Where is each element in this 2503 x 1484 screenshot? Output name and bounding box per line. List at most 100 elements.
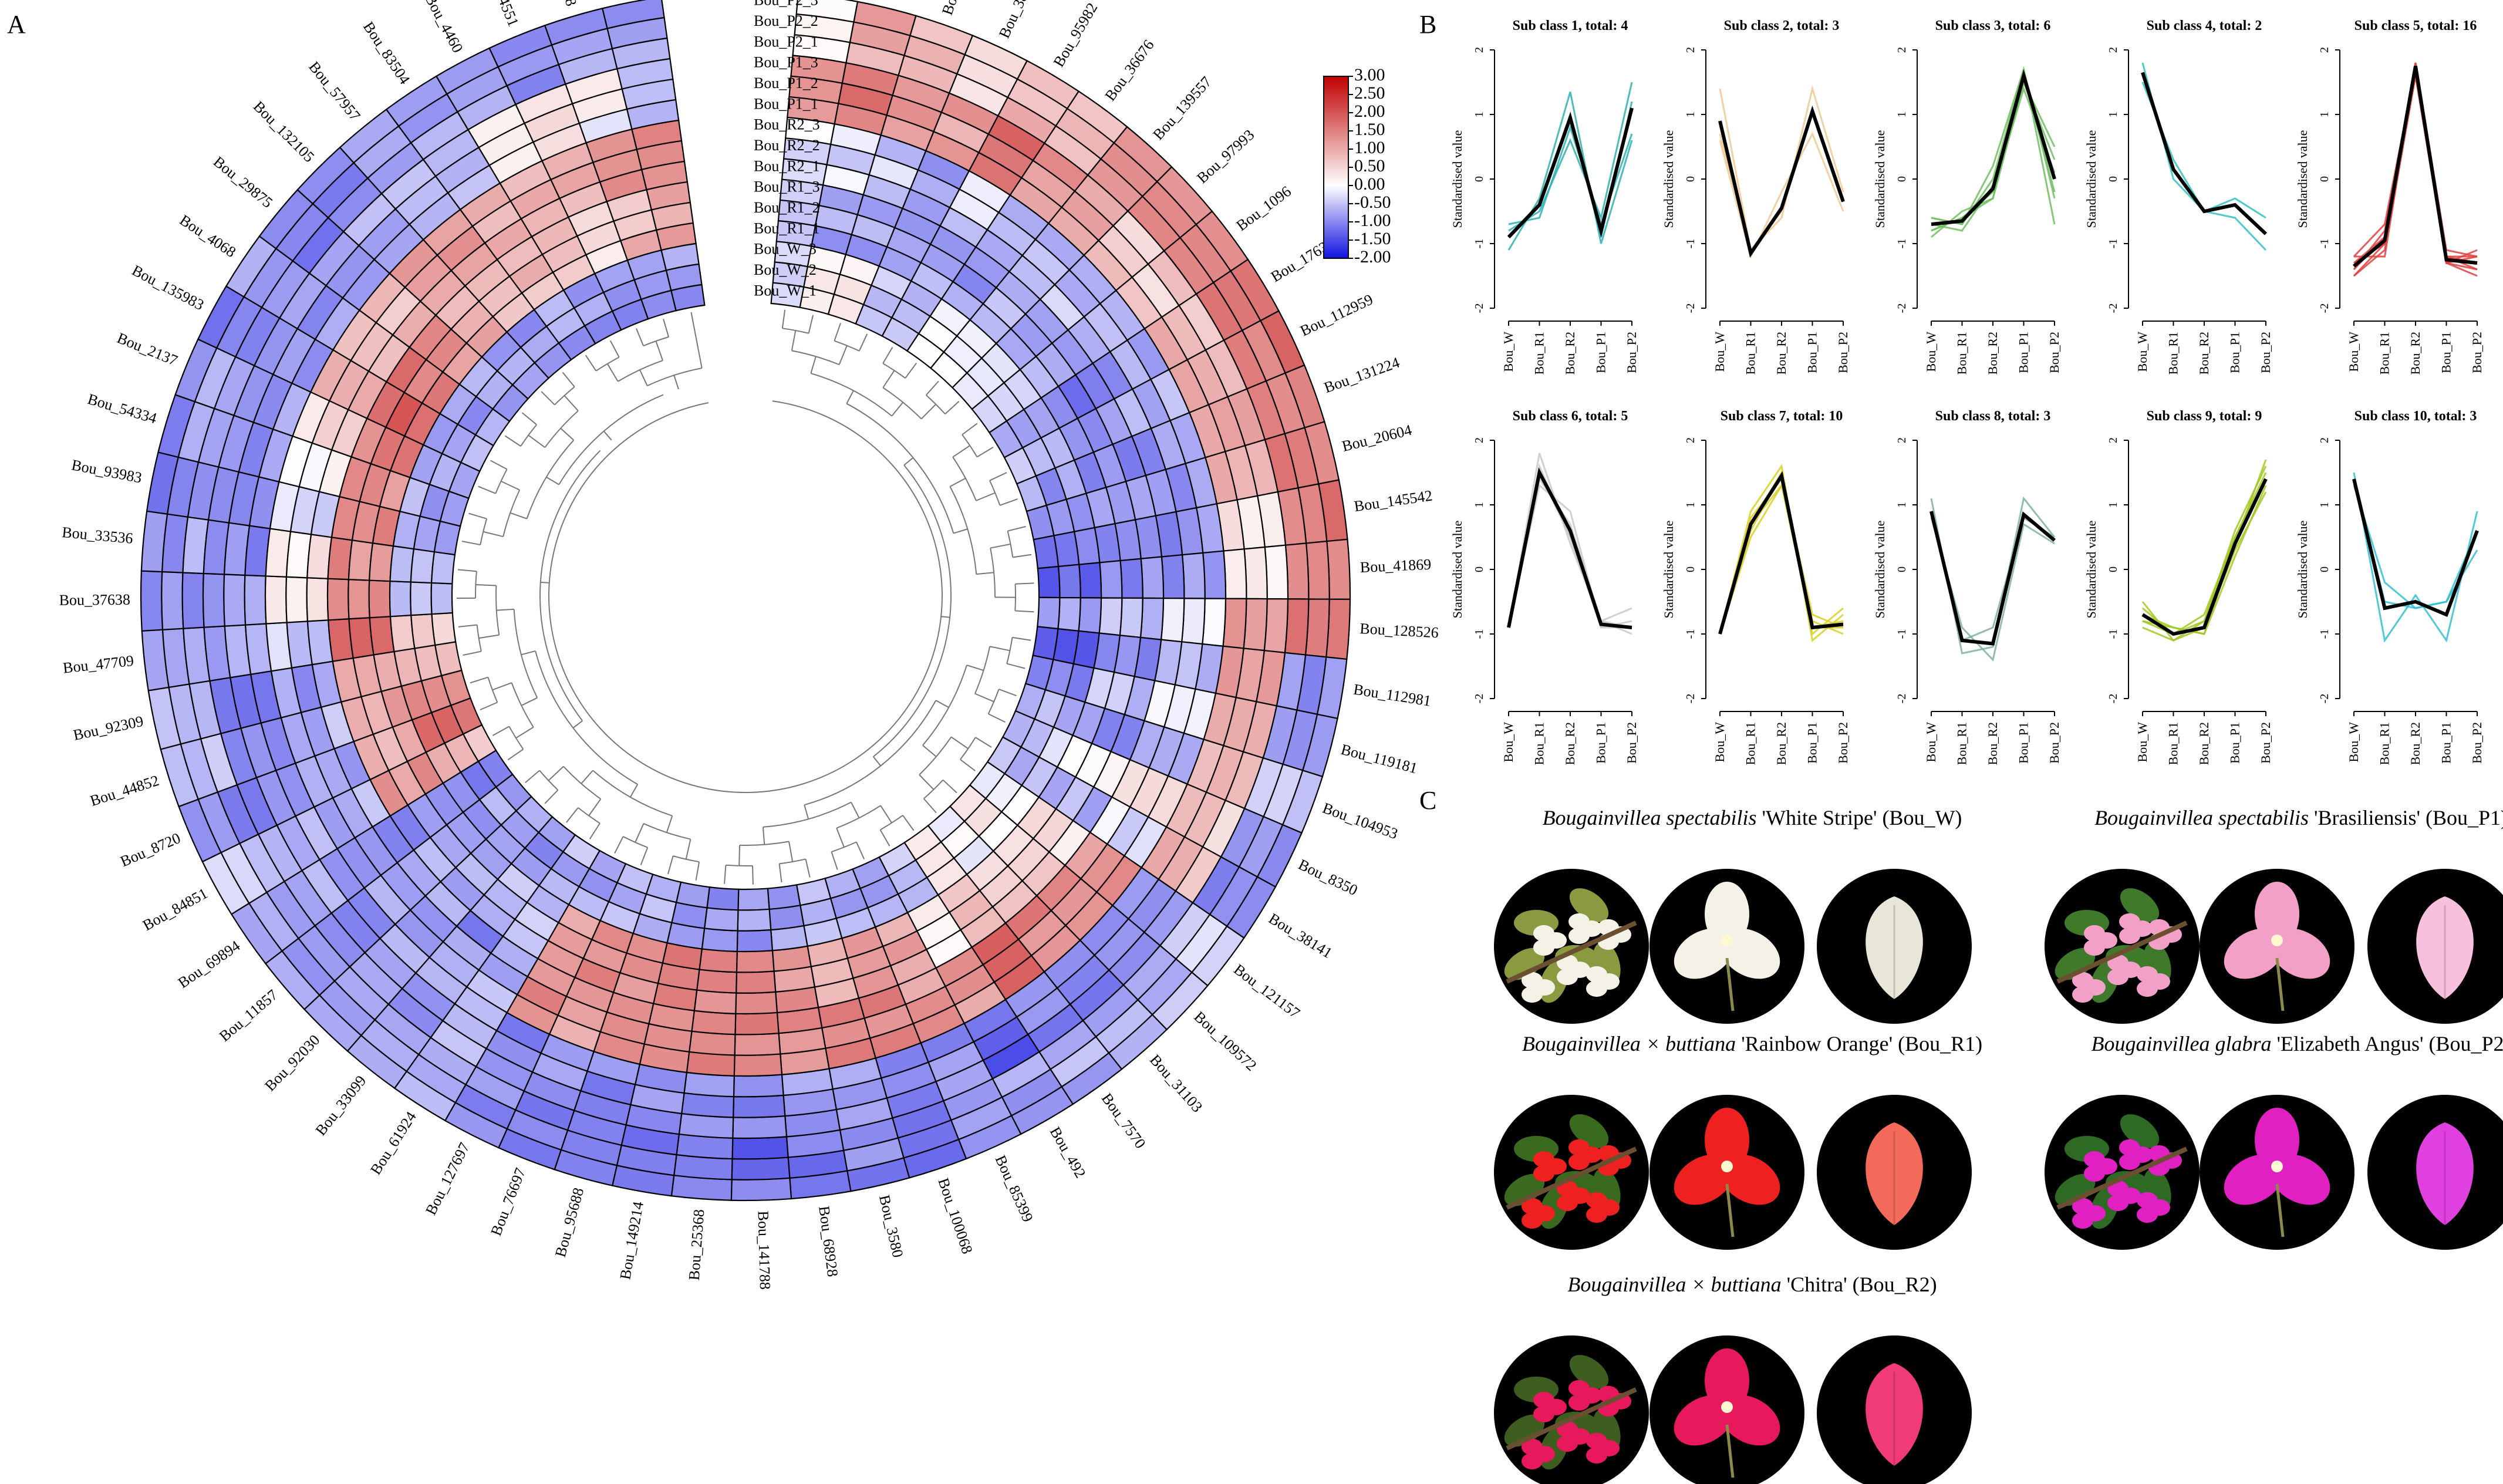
bract-shape bbox=[2119, 1154, 2141, 1171]
dendrogram-branch bbox=[458, 624, 477, 628]
y-tick-label: 2 bbox=[2107, 47, 2120, 53]
stem-shape bbox=[1506, 920, 1637, 984]
dendrogram-branch bbox=[667, 855, 674, 875]
heatmap-cell bbox=[1202, 598, 1227, 647]
color-scale-label: -0.50 bbox=[1354, 193, 1391, 212]
y-tick-label: -1 bbox=[2107, 239, 2120, 249]
dendrogram-branch bbox=[846, 390, 854, 404]
gene-label: Bou_41869 bbox=[1360, 556, 1432, 576]
x-tick-label: Bou_R2 bbox=[2408, 722, 2423, 765]
heatmap-cell bbox=[737, 888, 770, 911]
dendrogram-branch bbox=[1013, 554, 1032, 558]
bract-shape bbox=[2107, 1195, 2129, 1212]
dendrogram-branch bbox=[581, 770, 593, 784]
x-tick-label: Bou_P1 bbox=[2228, 722, 2242, 764]
dendrogram-branch bbox=[834, 323, 841, 341]
y-tick-label: -1 bbox=[1473, 239, 1486, 249]
heatmap-cell bbox=[1161, 554, 1185, 599]
bract-shape bbox=[1521, 972, 1543, 989]
cultivar-caption: Bougainvillea spectabilis 'Brasiliensis'… bbox=[2094, 806, 2503, 829]
y-tick-label: 1 bbox=[1895, 112, 1908, 117]
dendrogram-branch bbox=[640, 847, 649, 865]
heatmap-cell bbox=[1078, 562, 1102, 599]
dendrogram-branch bbox=[492, 726, 510, 736]
dendrogram-arc bbox=[923, 779, 944, 800]
sample-label: Bou_P2_3 bbox=[754, 0, 818, 9]
floret-shape bbox=[1721, 1401, 1733, 1413]
x-tick-label: Bou_P1 bbox=[1594, 332, 1608, 373]
dendrogram-branch bbox=[804, 804, 809, 819]
sample-label: Bou_R1_1 bbox=[754, 220, 820, 237]
heatmap-cell bbox=[348, 578, 370, 620]
heatmap-cell bbox=[1139, 597, 1165, 640]
member-line bbox=[1507, 453, 1632, 628]
x-tick-label: Bou_P1 bbox=[1805, 722, 1820, 764]
x-tick-label: Bou_R1 bbox=[2377, 332, 2392, 375]
heatmap-cell bbox=[181, 572, 205, 629]
heatmap-cell bbox=[1222, 598, 1247, 649]
bract-shape bbox=[2119, 1139, 2140, 1156]
dendrogram-branch bbox=[810, 356, 817, 374]
dendrogram-branch bbox=[1015, 610, 1034, 613]
heatmap-cell bbox=[730, 1177, 792, 1202]
bract-shape bbox=[2136, 1192, 2158, 1209]
dendrogram-branch bbox=[629, 784, 639, 798]
cultivar-species: spectabilis bbox=[1667, 806, 1762, 829]
y-tick-label: -2 bbox=[1684, 694, 1697, 704]
floret-shape bbox=[2271, 935, 2283, 946]
dendrogram-branch bbox=[572, 720, 583, 728]
y-tick-label: 2 bbox=[1684, 47, 1697, 53]
x-tick-label: Bou_R1 bbox=[1743, 722, 1758, 765]
dendrogram-arc bbox=[962, 434, 978, 457]
x-tick-label: Bou_R1 bbox=[1532, 332, 1547, 375]
stem-shape bbox=[2275, 1183, 2285, 1237]
bract-shape bbox=[1586, 980, 1608, 997]
color-scale-label: 2.50 bbox=[1354, 83, 1385, 103]
x-tick-label: Bou_W bbox=[1712, 722, 1727, 763]
heatmap-cell bbox=[1264, 544, 1289, 600]
heatmap-cell bbox=[1140, 556, 1165, 599]
y-tick-label: -1 bbox=[2318, 629, 2331, 639]
dendrogram-branch bbox=[560, 427, 574, 441]
dendrogram-branch bbox=[698, 350, 703, 369]
dendrogram-branch bbox=[690, 312, 696, 331]
dendrogram-branch bbox=[856, 841, 865, 859]
bract-shape bbox=[1521, 1438, 1543, 1455]
y-tick-label: 0 bbox=[1895, 566, 1908, 572]
heatmap-cell bbox=[1099, 559, 1123, 599]
dendrogram-branch bbox=[521, 412, 537, 426]
y-tick-label: 1 bbox=[2318, 502, 2331, 508]
heatmap-cell bbox=[670, 284, 706, 312]
sample-label: Bou_R2_1 bbox=[754, 157, 820, 174]
mean-line bbox=[1931, 69, 2056, 226]
y-tick-label: 2 bbox=[1895, 437, 1908, 443]
color-scale-label: 0.00 bbox=[1354, 174, 1385, 194]
x-tick-label: Bou_P2 bbox=[1624, 332, 1639, 373]
x-tick-label: Bou_W bbox=[2346, 722, 2361, 763]
heatmap-cell bbox=[701, 928, 738, 952]
y-tick-label: 1 bbox=[2318, 112, 2331, 117]
member-line bbox=[1719, 464, 1844, 642]
y-tick-label: -2 bbox=[1473, 303, 1486, 313]
mean-line bbox=[2141, 478, 2268, 636]
dendrogram-branch bbox=[461, 541, 481, 546]
color-scale-label: -2.00 bbox=[1354, 247, 1391, 267]
y-tick-label: 0 bbox=[2107, 566, 2120, 572]
stem-shape bbox=[1506, 1146, 1637, 1210]
y-tick-label: -2 bbox=[1473, 694, 1486, 704]
heatmap-cell bbox=[306, 577, 329, 622]
subclass-chart: Sub class 3, total: 6 -2 -1 0 1 2 Standardised… bbox=[1873, 18, 2062, 375]
heatmap-cell bbox=[706, 886, 740, 911]
mean-line bbox=[1718, 105, 1845, 258]
dendrogram-branch bbox=[695, 862, 700, 881]
bract-shape bbox=[2416, 896, 2474, 999]
dendrogram-branch bbox=[858, 333, 868, 352]
subclass-title: Sub class 4, total: 2 bbox=[2147, 18, 2262, 33]
bract-shape bbox=[2269, 928, 2330, 979]
x-tick-label: Bou_P2 bbox=[2470, 722, 2484, 764]
dendrogram-branch bbox=[903, 457, 914, 466]
dendrogram-branch bbox=[507, 748, 524, 761]
heatmap-cell bbox=[736, 950, 775, 973]
cultivar-entry: Bougainvillea spectabilis 'White Stripe'… bbox=[1494, 806, 1972, 1024]
dendrogram-arc bbox=[508, 726, 524, 750]
